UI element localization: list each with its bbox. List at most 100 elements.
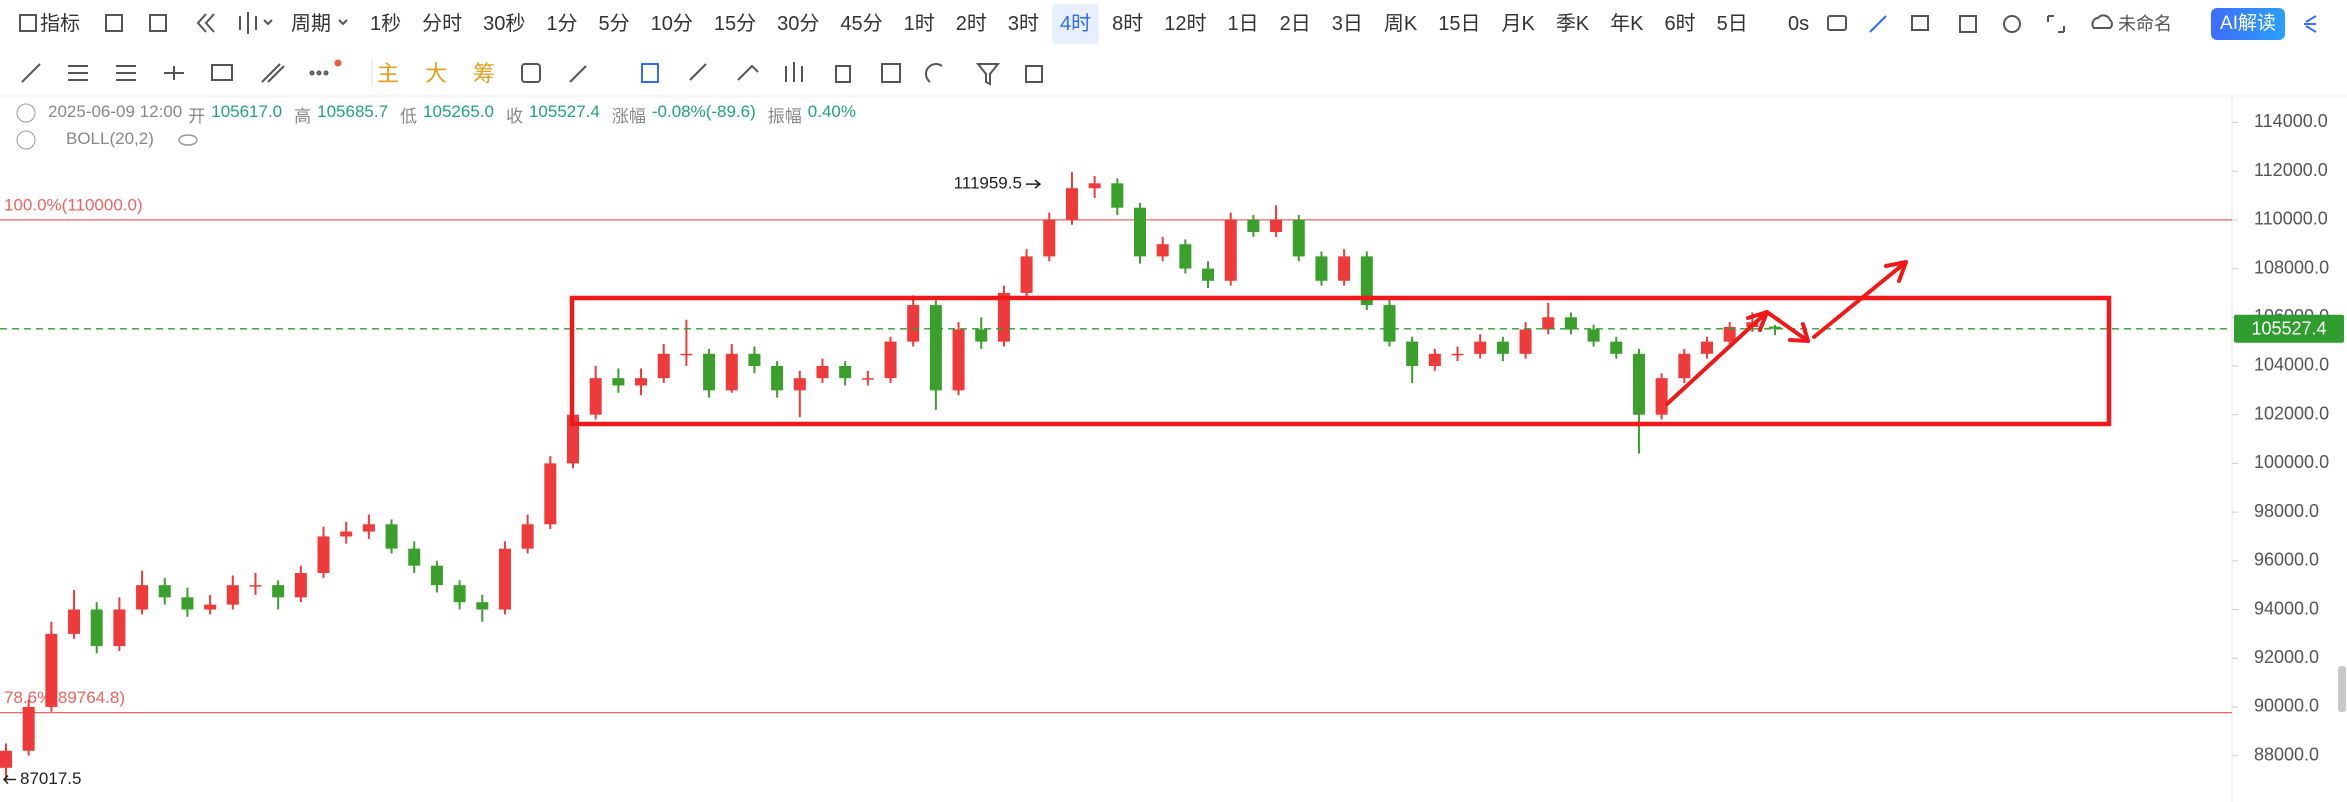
plot-area: 88000.0 90000.0 92000.0 94000.0 96000.0 98000…	[0, 111, 2344, 788]
period-option[interactable]: 2日	[1279, 13, 1311, 35]
period-option[interactable]: 30秒	[483, 13, 526, 35]
icon[interactable]	[316, 70, 322, 76]
icon[interactable]	[239, 12, 273, 34]
candle-body	[1406, 341, 1419, 366]
period-option[interactable]: 5分	[598, 13, 630, 35]
period-option[interactable]: 12时	[1164, 13, 1207, 35]
fib-label: 100.0%(110000.0)	[4, 195, 143, 214]
icon[interactable]	[309, 70, 315, 76]
icon[interactable]	[975, 63, 1001, 86]
workspace-name[interactable]: 未命名	[2118, 14, 2172, 34]
visibility-icon[interactable]	[178, 134, 198, 146]
drawn-rectangle[interactable]	[569, 295, 2112, 427]
icon[interactable]	[835, 65, 851, 83]
period-option[interactable]: 15分	[713, 13, 757, 35]
period-option[interactable]: 季K	[1555, 13, 1590, 35]
icon[interactable]	[641, 63, 659, 83]
icon[interactable]	[323, 70, 329, 76]
drawn-arrows[interactable]	[1665, 260, 1908, 406]
icon[interactable]	[1025, 65, 1043, 83]
ai-button[interactable]: AI解读	[2211, 8, 2285, 40]
arrow[interactable]	[1812, 260, 1908, 339]
period-option[interactable]: 周K	[1383, 13, 1418, 35]
y-tick-label: 100000.0	[2254, 452, 2329, 472]
icon[interactable]	[925, 63, 943, 83]
period-option[interactable]: 5日	[1716, 13, 1748, 35]
icon[interactable]	[737, 64, 759, 81]
candle-body	[113, 609, 126, 647]
period-option[interactable]: 45分	[840, 13, 883, 35]
low-label: 87017.5	[20, 769, 81, 788]
period-option[interactable]: 6时	[1664, 13, 1696, 35]
indicator-name: BOLL(20,2)	[66, 129, 154, 148]
collapse-icon[interactable]	[16, 103, 36, 123]
icon[interactable]	[68, 65, 88, 81]
period-option[interactable]: 3时	[1007, 13, 1039, 35]
period-option[interactable]: 30分	[777, 13, 820, 35]
indicator-button[interactable]: 指标	[40, 13, 80, 35]
icon[interactable]	[211, 64, 233, 81]
period-option[interactable]: 15日	[1438, 13, 1481, 35]
candle-body	[1542, 317, 1555, 330]
period-option[interactable]: 4时	[1052, 4, 1100, 44]
icon[interactable]	[2091, 14, 2113, 29]
high-arrow	[1025, 179, 1042, 189]
datetime: 2025-06-09 12:00	[48, 102, 183, 121]
period-option[interactable]: 年K	[1610, 13, 1644, 35]
icon[interactable]	[338, 19, 348, 26]
period-option[interactable]: 分时	[422, 13, 463, 35]
period-option[interactable]: 10分	[650, 13, 693, 35]
icon[interactable]	[116, 65, 136, 81]
candle-body	[1338, 256, 1351, 281]
period-option[interactable]: 3日	[1331, 13, 1363, 35]
icon[interactable]	[164, 66, 184, 80]
chip-button[interactable]: 主	[376, 61, 399, 86]
candle-body	[1020, 256, 1033, 293]
icon[interactable]	[19, 14, 37, 32]
chip-button[interactable]: 大	[424, 61, 447, 86]
candle-body	[1292, 219, 1305, 257]
icon[interactable]	[1827, 15, 1847, 31]
candle-body	[453, 585, 466, 603]
icon[interactable]	[21, 63, 41, 83]
icon[interactable]	[261, 63, 285, 83]
last-price-tag	[2234, 314, 2344, 343]
timer-text: 0s	[1788, 13, 1810, 35]
icon[interactable]	[2047, 15, 2065, 33]
icon[interactable]	[196, 13, 215, 33]
period-option[interactable]: 1日	[1227, 13, 1259, 35]
icon[interactable]	[569, 65, 587, 83]
icon[interactable]	[1911, 15, 1929, 31]
scroll-handle[interactable]	[2338, 666, 2346, 712]
period-option[interactable]: 2时	[955, 13, 987, 35]
chip-button[interactable]: 筹	[472, 61, 495, 86]
candle-body	[68, 609, 81, 634]
period-menu[interactable]: 周期	[291, 13, 331, 35]
icon[interactable]	[881, 63, 901, 83]
arrow[interactable]	[1665, 310, 1769, 406]
candle-body	[680, 353, 693, 356]
ohlc-info: 2025-06-09 12:00 开 105617.0 高 105685.7 低 10526…	[48, 102, 862, 127]
icon[interactable]	[689, 63, 707, 81]
icon[interactable]	[1959, 15, 1977, 33]
icon[interactable]	[105, 14, 123, 32]
icon[interactable]	[2003, 15, 2021, 33]
icon[interactable]	[521, 63, 541, 83]
period-option[interactable]: 1秒	[370, 13, 402, 35]
collapse-icon[interactable]	[16, 130, 36, 150]
period-option[interactable]: 8时	[1112, 13, 1144, 35]
icon[interactable]	[1869, 15, 1887, 33]
candle-body	[771, 365, 784, 391]
candle-body	[748, 353, 761, 366]
period-option[interactable]: 月K	[1501, 13, 1535, 35]
icon[interactable]	[785, 62, 803, 82]
icon[interactable]	[2304, 15, 2317, 33]
period-option[interactable]: 1分	[546, 13, 578, 35]
period-option[interactable]: 1时	[903, 13, 935, 35]
candle-body	[0, 750, 12, 768]
icon[interactable]	[149, 14, 167, 32]
field-label: 涨幅	[611, 107, 646, 126]
candle-body	[544, 463, 557, 525]
arrow[interactable]	[1765, 310, 1810, 343]
